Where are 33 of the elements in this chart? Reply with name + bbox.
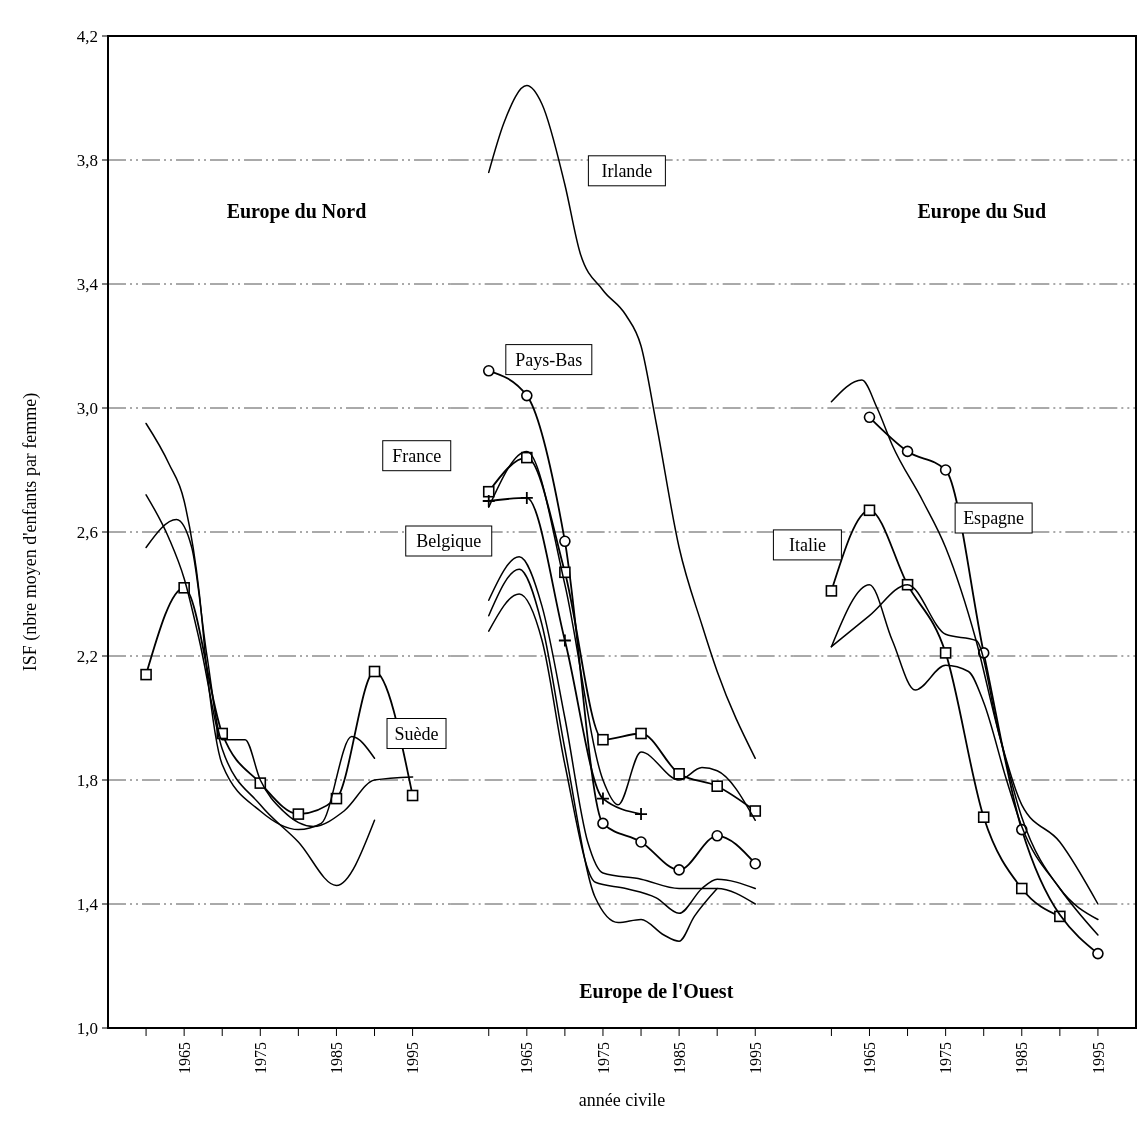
series-label: Suède bbox=[394, 723, 439, 744]
x-tick-label: 1985 bbox=[328, 1042, 346, 1074]
y-tick-label: 3,8 bbox=[76, 150, 98, 170]
series-label: Belgique bbox=[416, 531, 482, 552]
y-tick-label: 2,2 bbox=[76, 646, 98, 666]
x-tick-label: 1995 bbox=[404, 1042, 422, 1074]
annotation: Europe de l'Ouest bbox=[579, 980, 734, 1003]
y-tick-label: 3,0 bbox=[76, 398, 98, 418]
series-label: Espagne bbox=[963, 508, 1025, 529]
x-axis-title: année civile bbox=[578, 1090, 666, 1110]
x-tick-label: 1965 bbox=[175, 1042, 193, 1074]
y-axis-title: ISF (nbre moyen d'enfants par femme) bbox=[20, 392, 42, 672]
x-tick-label: 1975 bbox=[594, 1042, 612, 1074]
y-tick-label: 2,6 bbox=[76, 522, 98, 542]
y-tick-label: 3,4 bbox=[76, 274, 99, 294]
x-tick-label: 1975 bbox=[251, 1042, 269, 1074]
annotation: Europe du Nord bbox=[226, 200, 367, 223]
x-tick-label: 1975 bbox=[937, 1042, 955, 1074]
x-tick-label: 1965 bbox=[861, 1042, 879, 1074]
annotation: Europe du Sud bbox=[917, 200, 1047, 223]
text: Irlande bbox=[601, 161, 653, 182]
y-tick-label: 4,2 bbox=[76, 26, 98, 46]
x-tick-label: 1965 bbox=[518, 1042, 536, 1074]
series-label: Italie bbox=[788, 535, 826, 556]
x-tick-label: 1985 bbox=[1013, 1042, 1031, 1074]
text: France bbox=[392, 446, 442, 466]
x-tick-label: 1985 bbox=[670, 1042, 688, 1074]
y-tick-label: 1,0 bbox=[76, 1018, 98, 1038]
x-tick-label: 1995 bbox=[1089, 1042, 1107, 1074]
y-tick-label: 1,4 bbox=[76, 894, 99, 914]
x-tick-label: 1995 bbox=[746, 1042, 764, 1074]
series-label: Pays-Bas bbox=[515, 349, 583, 370]
y-tick-label: 1,8 bbox=[76, 770, 98, 790]
